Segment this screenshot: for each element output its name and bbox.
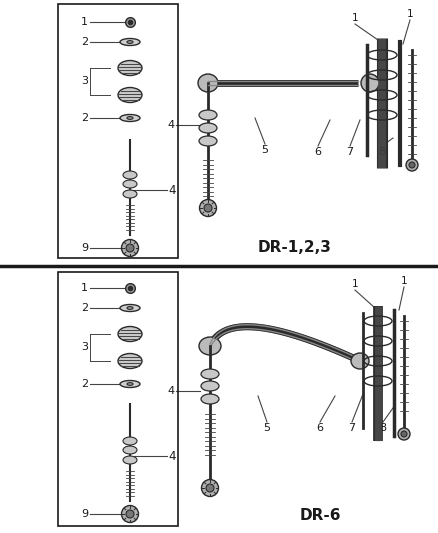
Ellipse shape [127, 41, 133, 43]
Circle shape [206, 484, 214, 492]
Ellipse shape [118, 353, 142, 368]
Ellipse shape [199, 337, 221, 355]
Ellipse shape [123, 437, 137, 445]
Ellipse shape [199, 136, 217, 146]
Circle shape [398, 428, 410, 440]
Circle shape [201, 480, 219, 497]
Bar [58, 272, 178, 526]
Text: 1: 1 [401, 276, 407, 286]
Text: 2: 2 [81, 113, 88, 123]
Ellipse shape [123, 190, 137, 198]
Text: DR-6: DR-6 [299, 508, 341, 523]
Ellipse shape [198, 74, 218, 92]
Ellipse shape [201, 394, 219, 404]
Ellipse shape [123, 171, 137, 179]
Text: 5: 5 [261, 145, 268, 155]
Circle shape [409, 162, 415, 168]
Text: 1: 1 [407, 9, 413, 19]
Ellipse shape [201, 369, 219, 379]
Ellipse shape [120, 381, 140, 387]
Ellipse shape [123, 180, 137, 188]
Ellipse shape [199, 123, 217, 133]
Circle shape [121, 505, 138, 522]
Text: 9: 9 [81, 509, 88, 519]
Ellipse shape [361, 74, 379, 92]
Text: 6: 6 [314, 147, 321, 157]
Ellipse shape [118, 87, 142, 102]
Ellipse shape [127, 383, 133, 385]
Text: 3: 3 [81, 342, 88, 352]
Text: 4: 4 [168, 386, 175, 396]
Ellipse shape [118, 61, 142, 76]
Text: 1: 1 [81, 17, 88, 27]
Text: 3: 3 [81, 76, 88, 86]
Circle shape [199, 199, 216, 216]
Ellipse shape [199, 110, 217, 120]
Text: 2: 2 [81, 37, 88, 47]
Text: 4: 4 [168, 449, 176, 463]
Text: 7: 7 [349, 423, 356, 433]
Text: 8: 8 [378, 147, 385, 157]
Text: 4: 4 [168, 183, 176, 197]
Text: 6: 6 [317, 423, 324, 433]
Circle shape [126, 510, 134, 518]
Ellipse shape [123, 446, 137, 454]
Text: 8: 8 [379, 423, 387, 433]
Ellipse shape [201, 381, 219, 391]
Text: 1: 1 [352, 279, 358, 289]
Ellipse shape [127, 306, 133, 309]
Text: 2: 2 [81, 303, 88, 313]
Circle shape [126, 244, 134, 252]
Text: 1: 1 [352, 13, 358, 23]
Ellipse shape [120, 38, 140, 45]
Ellipse shape [351, 353, 369, 369]
Ellipse shape [120, 304, 140, 311]
Ellipse shape [120, 115, 140, 122]
Ellipse shape [127, 117, 133, 119]
Text: 1: 1 [81, 283, 88, 293]
Circle shape [121, 239, 138, 256]
Text: DR-1,2,3: DR-1,2,3 [258, 240, 332, 255]
Text: 4: 4 [168, 120, 175, 130]
Circle shape [204, 204, 212, 212]
Text: 7: 7 [346, 147, 353, 157]
Text: 2: 2 [81, 379, 88, 389]
Text: 9: 9 [81, 243, 88, 253]
Circle shape [406, 159, 418, 171]
Text: 5: 5 [264, 423, 271, 433]
Ellipse shape [123, 456, 137, 464]
Ellipse shape [118, 327, 142, 342]
Circle shape [401, 431, 407, 437]
Bar [58, 4, 178, 258]
